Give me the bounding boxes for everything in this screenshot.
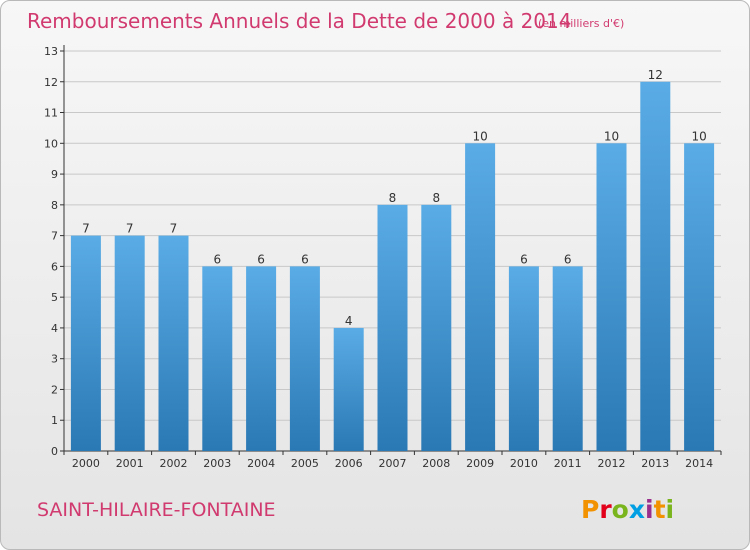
x-tick-label-2005: 2005 xyxy=(291,457,319,470)
bar-2003 xyxy=(202,266,233,451)
data-label-2013: 12 xyxy=(648,68,663,82)
brand-letter: o xyxy=(612,495,629,524)
data-label-2012: 10 xyxy=(604,129,619,143)
x-tick-labels: 2000 2001 2002 2003 2004 2005 2006 2007 2008 2009… xyxy=(72,457,713,470)
y-tick-label-3: 3 xyxy=(51,353,58,366)
brand-logo: Proxiti xyxy=(581,495,674,524)
x-tick-label-2012: 2012 xyxy=(598,457,626,470)
brand-letter: i xyxy=(645,495,654,524)
bar-2005 xyxy=(289,266,320,451)
brand-letter: t xyxy=(654,495,666,524)
x-tick-label-2000: 2000 xyxy=(72,457,100,470)
data-label-2011: 6 xyxy=(564,252,572,266)
brand-letter: r xyxy=(599,495,612,524)
data-label-2004: 6 xyxy=(257,252,265,266)
y-tick-label-4: 4 xyxy=(51,322,58,335)
y-tick-label-11: 11 xyxy=(44,107,58,120)
y-tick-label-1: 1 xyxy=(51,414,58,427)
bar-2009 xyxy=(465,143,496,452)
x-tick-label-2003: 2003 xyxy=(203,457,231,470)
brand-letter: x xyxy=(629,495,645,524)
x-tick-label-2008: 2008 xyxy=(422,457,450,470)
data-label-2001: 7 xyxy=(126,222,134,236)
x-tick-label-2011: 2011 xyxy=(554,457,582,470)
y-tick-label-7: 7 xyxy=(51,230,58,243)
bar-2012 xyxy=(596,143,627,452)
x-tick-label-2002: 2002 xyxy=(160,457,188,470)
bar-2008 xyxy=(421,204,452,451)
data-label-2003: 6 xyxy=(213,252,221,266)
data-labels: 7 7 7 6 6 6 4 8 8 10 6 6 10 12 10 xyxy=(82,68,707,328)
y-tick-label-0: 0 xyxy=(51,445,58,458)
y-tick-label-6: 6 xyxy=(51,260,58,273)
x-tick-label-2004: 2004 xyxy=(247,457,275,470)
data-label-2007: 8 xyxy=(389,191,397,205)
data-label-2014: 10 xyxy=(691,129,706,143)
data-label-2010: 6 xyxy=(520,252,528,266)
bar-2004 xyxy=(246,266,277,451)
y-tick-label-12: 12 xyxy=(44,76,58,89)
y-tick-label-13: 13 xyxy=(44,45,58,58)
bar-2007 xyxy=(377,204,408,451)
bar-2000 xyxy=(70,235,101,451)
bar-2013 xyxy=(640,81,671,452)
x-tick-label-2009: 2009 xyxy=(466,457,494,470)
commune-name: SAINT-HILAIRE-FONTAINE xyxy=(37,499,276,521)
bar-2011 xyxy=(552,266,583,451)
x-tick-label-2013: 2013 xyxy=(641,457,669,470)
bar-2010 xyxy=(508,266,539,451)
data-label-2002: 7 xyxy=(170,222,178,236)
bar-2001 xyxy=(114,235,145,451)
data-label-2000: 7 xyxy=(82,222,90,236)
data-label-2006: 4 xyxy=(345,314,353,328)
data-label-2008: 8 xyxy=(432,191,440,205)
x-tick-label-2006: 2006 xyxy=(335,457,363,470)
x-tick-label-2014: 2014 xyxy=(685,457,713,470)
bar-2006 xyxy=(333,327,364,451)
bar-2002 xyxy=(158,235,189,451)
x-tick-label-2007: 2007 xyxy=(379,457,407,470)
y-tick-label-8: 8 xyxy=(51,199,58,212)
chart-subtitle: (en milliers d'€) xyxy=(538,17,624,30)
x-tick-label-2010: 2010 xyxy=(510,457,538,470)
y-tick-label-9: 9 xyxy=(51,168,58,181)
brand-letter: i xyxy=(666,495,675,524)
y-tick-label-5: 5 xyxy=(51,291,58,304)
y-tick-label-2: 2 xyxy=(51,383,58,396)
brand-letter: P xyxy=(581,495,599,524)
y-tick-label-10: 10 xyxy=(44,137,58,150)
chart-title: Remboursements Annuels de la Dette de 20… xyxy=(27,9,571,33)
bar-2014 xyxy=(684,143,715,452)
data-label-2005: 6 xyxy=(301,252,309,266)
bars xyxy=(70,81,715,452)
x-tick-label-2001: 2001 xyxy=(116,457,144,470)
data-label-2009: 10 xyxy=(472,129,487,143)
